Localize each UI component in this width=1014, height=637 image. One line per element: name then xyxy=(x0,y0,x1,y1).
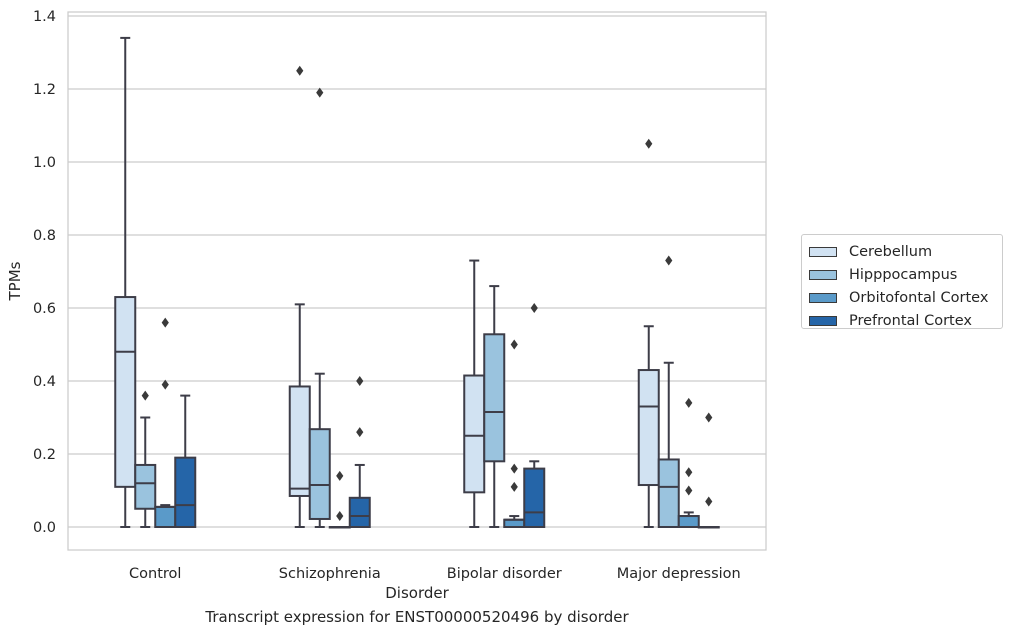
y-tick-labels: 0.0 0.2 0.4 0.6 0.8 1.0 1.2 1.4 xyxy=(33,9,56,536)
box-iqr xyxy=(677,515,700,528)
box-hipppocampus xyxy=(308,87,331,528)
outlier-point xyxy=(336,511,344,522)
box-iqr xyxy=(174,456,197,528)
box-iqr xyxy=(114,296,137,488)
legend-swatch xyxy=(809,292,837,303)
outlier-point xyxy=(665,255,673,266)
outlier-point xyxy=(316,87,324,98)
box-prefrontal-cortex xyxy=(697,412,720,529)
outlier-point xyxy=(510,339,518,350)
box-hipppocampus xyxy=(483,285,506,528)
legend-swatch xyxy=(809,315,837,326)
box-cerebellum xyxy=(288,65,311,528)
legend-item: Hipppocampus xyxy=(809,263,1002,286)
y-tick-label: 0.6 xyxy=(33,301,56,317)
legend-item: Cerebellum xyxy=(809,240,1002,263)
box-iqr xyxy=(657,458,680,529)
legend-swatch xyxy=(809,246,837,257)
figure-caption: Transcript expression for ENST0000052049… xyxy=(205,608,629,626)
y-tick-label: 1.0 xyxy=(33,155,56,171)
box-prefrontal-cortex xyxy=(174,394,197,528)
outlier-point xyxy=(336,470,344,481)
x-axis-label: Disorder xyxy=(385,584,449,602)
outlier-point xyxy=(510,481,518,492)
box-iqr xyxy=(483,333,506,463)
x-tick-label: Major depression xyxy=(617,566,741,582)
y-axis-label: TPMs xyxy=(6,261,24,301)
x-tick-labels: Control Schizophrenia Bipolar disorder Majo… xyxy=(129,566,741,582)
legend-swatch xyxy=(809,269,837,280)
box-cerebellum xyxy=(637,138,660,528)
outlier-point xyxy=(685,397,693,408)
legend-label: Orbitofontal Cortex xyxy=(849,289,989,306)
box-orbitofontal-cortex xyxy=(503,339,526,529)
box-iqr xyxy=(288,385,311,497)
outlier-point xyxy=(685,467,693,478)
box-iqr xyxy=(637,369,660,487)
y-tick-label: 1.2 xyxy=(33,82,56,98)
outlier-point xyxy=(161,379,169,390)
outlier-point xyxy=(705,412,713,423)
box-hipppocampus xyxy=(657,255,680,529)
box-orbitofontal-cortex xyxy=(154,317,177,528)
box-iqr xyxy=(134,463,157,510)
legend: Cerebellum Hipppocampus Orbitofontal Corte… xyxy=(801,234,1003,329)
box-iqr xyxy=(154,505,177,528)
legend-label: Prefrontal Cortex xyxy=(849,312,972,329)
y-tick-label: 0.2 xyxy=(33,447,56,463)
outlier-point xyxy=(530,303,538,313)
y-tick-label: 0.4 xyxy=(33,374,56,390)
legend-item: Prefrontal Cortex xyxy=(809,309,1002,332)
x-tick-label: Control xyxy=(129,566,181,582)
boxes-layer xyxy=(114,36,720,529)
box-prefrontal-cortex xyxy=(348,376,371,528)
y-tick-label: 0.0 xyxy=(33,520,56,536)
x-tick-label: Bipolar disorder xyxy=(447,566,562,582)
outlier-point xyxy=(510,463,518,474)
box-cerebellum xyxy=(114,36,137,528)
box-hipppocampus xyxy=(134,390,157,528)
box-iqr xyxy=(463,374,486,494)
box-iqr xyxy=(523,467,546,529)
y-tick-label: 0.8 xyxy=(33,228,56,244)
plot-frame xyxy=(67,11,767,551)
outlier-point xyxy=(705,496,713,507)
outlier-point xyxy=(356,376,364,386)
outlier-point xyxy=(685,485,693,496)
x-tick-label: Schizophrenia xyxy=(279,566,381,582)
box-prefrontal-cortex xyxy=(523,303,546,529)
legend-label: Cerebellum xyxy=(849,243,933,260)
grid-layer xyxy=(68,15,766,528)
y-tick-label: 1.4 xyxy=(33,9,56,25)
legend-item: Orbitofontal Cortex xyxy=(809,286,1002,309)
outlier-point xyxy=(161,317,169,328)
legend-label: Hipppocampus xyxy=(849,266,958,283)
box-iqr xyxy=(308,428,331,520)
outlier-point xyxy=(645,138,653,149)
box-iqr xyxy=(503,518,526,529)
outlier-point xyxy=(356,427,364,438)
box-orbitofontal-cortex xyxy=(677,397,700,528)
box-iqr xyxy=(348,496,371,528)
box-cerebellum xyxy=(463,259,486,528)
box-orbitofontal-cortex xyxy=(328,470,351,529)
outlier-point xyxy=(141,390,149,401)
outlier-point xyxy=(296,65,304,76)
